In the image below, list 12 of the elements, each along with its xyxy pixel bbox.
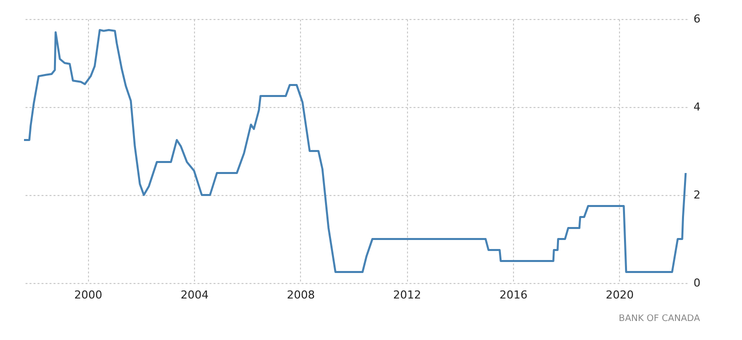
x-tick-label: 2012	[393, 288, 422, 302]
x-tick-label: 2016	[499, 288, 528, 302]
y-tick-label: 6	[694, 12, 700, 26]
y-tick-label: 0	[694, 276, 700, 290]
line-series	[23, 29, 687, 273]
y-tick-label: 4	[694, 100, 700, 114]
text: BANK OF CANADA	[618, 314, 701, 324]
x-tick-label: 2004	[180, 288, 209, 302]
x-tick-label: 2020	[606, 288, 634, 302]
x-tick-label: 2008	[286, 288, 315, 302]
x-tick-label: 2000	[74, 288, 102, 302]
y-tick-label: 2	[694, 188, 700, 202]
